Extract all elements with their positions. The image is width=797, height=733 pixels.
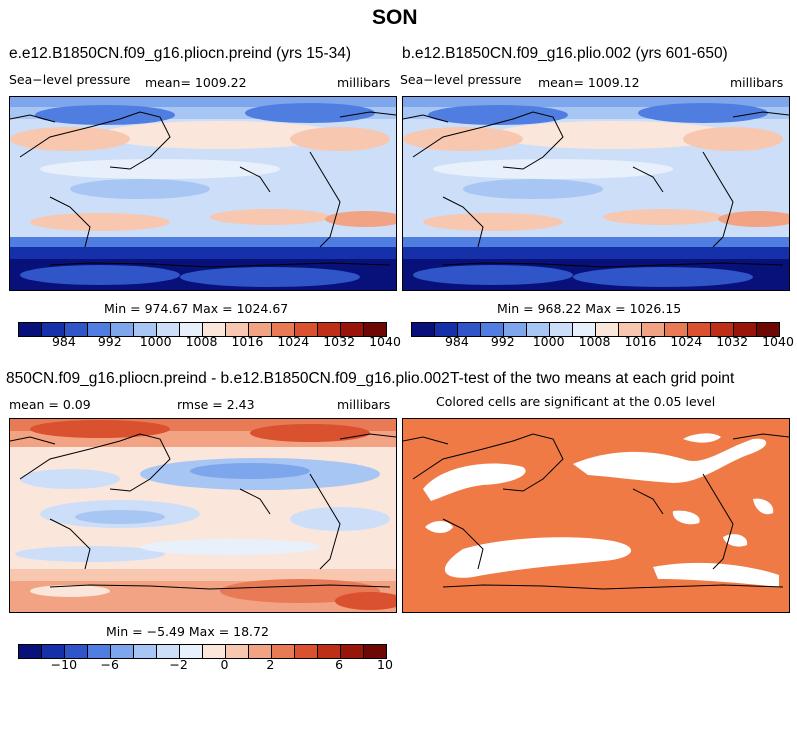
colorbar-tick-label: 1016 <box>624 334 657 349</box>
panel-2-units: millibars <box>730 75 784 90</box>
panel-3-title: 850CN.f09_g16.pliocn.preind - b.e12.B185… <box>6 370 450 387</box>
colorbar-swatch <box>642 323 665 336</box>
colorbar-swatch <box>619 323 642 336</box>
colorbar-tick-label: 1024 <box>670 334 703 349</box>
panel-3-map <box>9 418 397 613</box>
colorbar-swatch <box>203 645 226 658</box>
panel-4-map <box>402 418 790 613</box>
panel-4-subtitle: Colored cells are significant at the 0.0… <box>436 394 716 409</box>
colorbar-swatch <box>134 645 157 658</box>
colorbar-swatch <box>364 323 386 336</box>
panel-2-minmax: Min = 968.22 Max = 1026.15 <box>497 301 682 316</box>
colorbar-tick-label: −10 <box>50 657 78 672</box>
colorbar-tick-label: 6 <box>335 657 344 672</box>
colorbar-swatch <box>249 645 272 658</box>
colorbar-swatch <box>295 645 318 658</box>
panel-3-minmax: Min = −5.49 Max = 18.72 <box>106 624 269 639</box>
colorbar-swatch <box>180 645 203 658</box>
colorbar-swatch <box>318 323 341 336</box>
colorbar-tick-label: 0 <box>220 657 229 672</box>
colorbar-swatch <box>134 323 157 336</box>
colorbar-swatch <box>435 323 458 336</box>
panel-3-rmse: rmse = 2.43 <box>177 397 255 412</box>
panel-4-title: T-test of the two means at each grid poi… <box>450 370 735 387</box>
colorbar-tick-label: 10 <box>377 657 393 672</box>
panel-1-mean: mean= 1009.22 <box>145 75 247 90</box>
panel-2-variable: Sea−level pressure <box>400 72 522 87</box>
figure-title: SON <box>372 6 418 29</box>
colorbar-tick-label: 1032 <box>716 334 749 349</box>
panel-2-map <box>402 96 790 291</box>
panel-1-title: e.e12.B1850CN.f09_g16.pliocn.preind (yrs… <box>9 45 352 62</box>
colorbar-swatch <box>65 323 88 336</box>
colorbar-swatch <box>88 645 111 658</box>
colorbar-swatch <box>157 645 180 658</box>
colorbar-swatch <box>180 323 203 336</box>
colorbar-tick-label: 992 <box>97 334 122 349</box>
panel-1-variable: Sea−level pressure <box>9 72 131 87</box>
colorbar-difference <box>18 644 387 659</box>
colorbar-swatch <box>111 645 134 658</box>
colorbar-tick-label: 992 <box>490 334 515 349</box>
colorbar-swatch <box>226 645 249 658</box>
colorbar-tick-label: −2 <box>169 657 188 672</box>
colorbar-swatch <box>596 323 619 336</box>
colorbar-tick-label: 1008 <box>185 334 218 349</box>
panel-2-title: b.e12.B1850CN.f09_g16.plio.002 (yrs 601-… <box>402 45 728 62</box>
colorbar-tick-label: 1008 <box>578 334 611 349</box>
colorbar-swatch <box>688 323 711 336</box>
colorbar-swatch <box>272 645 295 658</box>
panel-1-minmax: Min = 974.67 Max = 1024.67 <box>104 301 289 316</box>
colorbar-swatch <box>249 323 272 336</box>
colorbar-tick-label: 1000 <box>139 334 172 349</box>
colorbar-swatch <box>458 323 481 336</box>
colorbar-tick-label: 1024 <box>277 334 310 349</box>
colorbar-swatch <box>295 323 318 336</box>
colorbar-swatch <box>665 323 688 336</box>
colorbar-tick-label: 1040 <box>762 334 794 349</box>
colorbar-tick-label: 1040 <box>369 334 401 349</box>
colorbar-tick-label: 1000 <box>532 334 565 349</box>
colorbar-swatch <box>341 645 364 658</box>
colorbar-swatch <box>157 323 180 336</box>
colorbar-swatch <box>111 323 134 336</box>
colorbar-absolute-2 <box>411 322 780 337</box>
colorbar-swatch <box>88 323 111 336</box>
colorbar-swatch <box>42 645 65 658</box>
colorbar-swatch <box>272 323 295 336</box>
colorbar-swatch <box>341 323 364 336</box>
colorbar-swatch <box>734 323 757 336</box>
colorbar-swatch <box>42 323 65 336</box>
colorbar-swatch <box>504 323 527 336</box>
colorbar-tick-label: 984 <box>51 334 76 349</box>
colorbar-tick-label: 984 <box>444 334 469 349</box>
panel-3-units: millibars <box>337 397 391 412</box>
colorbar-tick-label: 2 <box>266 657 275 672</box>
panel-2-mean: mean= 1009.12 <box>538 75 640 90</box>
colorbar-swatch <box>19 323 42 336</box>
colorbar-tick-label: 1032 <box>323 334 356 349</box>
colorbar-swatch <box>481 323 504 336</box>
colorbar-swatch <box>226 323 249 336</box>
colorbar-swatch <box>527 323 550 336</box>
panel-3-mean: mean = 0.09 <box>9 397 91 412</box>
colorbar-swatch <box>573 323 596 336</box>
colorbar-swatch <box>550 323 573 336</box>
colorbar-swatch <box>711 323 734 336</box>
colorbar-swatch <box>65 645 88 658</box>
colorbar-tick-label: −6 <box>100 657 119 672</box>
significance-fill <box>403 419 789 612</box>
colorbar-swatch <box>412 323 435 336</box>
panel-1-map <box>9 96 397 291</box>
colorbar-swatch <box>757 323 779 336</box>
colorbar-swatch <box>318 645 341 658</box>
panel-1-units: millibars <box>337 75 391 90</box>
colorbar-absolute-1 <box>18 322 387 337</box>
colorbar-tick-label: 1016 <box>231 334 264 349</box>
colorbar-swatch <box>364 645 386 658</box>
colorbar-swatch <box>203 323 226 336</box>
colorbar-swatch <box>19 645 42 658</box>
